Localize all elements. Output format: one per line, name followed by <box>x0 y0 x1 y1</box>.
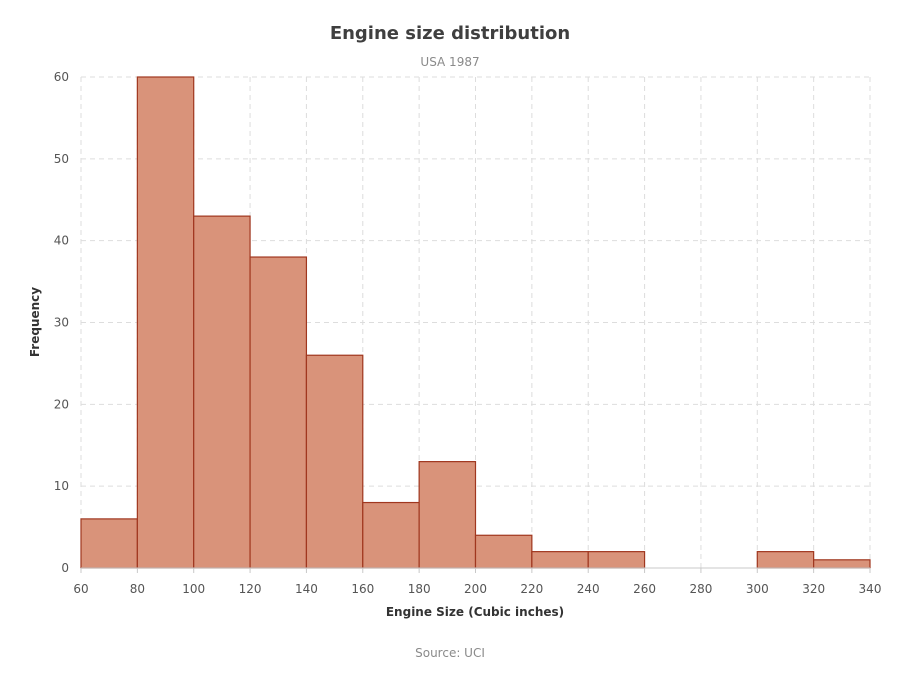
x-tick-label: 220 <box>520 582 543 596</box>
x-tick-label: 320 <box>802 582 825 596</box>
x-tick-label: 120 <box>239 582 262 596</box>
chart-subtitle: USA 1987 <box>420 55 479 69</box>
x-tick-label: 280 <box>689 582 712 596</box>
y-tick-label: 40 <box>54 234 69 248</box>
x-tick-label: 80 <box>130 582 145 596</box>
histogram-bar[interactable] <box>813 559 871 569</box>
y-tick-label: 50 <box>54 152 69 166</box>
x-tick-label: 100 <box>182 582 205 596</box>
x-tick-label: 160 <box>351 582 374 596</box>
x-axis-title: Engine Size (Cubic inches) <box>386 605 564 619</box>
y-tick-label: 20 <box>54 397 69 411</box>
histogram-bar[interactable] <box>305 354 364 569</box>
y-tick-label: 60 <box>54 70 69 84</box>
x-tick-label: 240 <box>577 582 600 596</box>
histogram-bar[interactable] <box>531 551 589 569</box>
x-tick-label: 180 <box>408 582 431 596</box>
y-axis-title: Frequency <box>28 287 42 357</box>
x-tick-label: 260 <box>633 582 656 596</box>
histogram-bar[interactable] <box>80 518 138 569</box>
bars-layer <box>80 76 871 569</box>
histogram-bar[interactable] <box>474 534 533 569</box>
x-tick-label: 200 <box>464 582 487 596</box>
histogram-bar[interactable] <box>587 551 646 569</box>
histogram-bar[interactable] <box>756 551 815 569</box>
x-tick-label: 300 <box>746 582 769 596</box>
chart-title: Engine size distribution <box>330 23 570 44</box>
chart-source: Source: UCI <box>415 646 485 660</box>
histogram-bar[interactable] <box>193 215 251 569</box>
x-tick-label: 140 <box>295 582 318 596</box>
histogram-bar[interactable] <box>362 501 420 569</box>
x-tick-label: 340 <box>859 582 882 596</box>
y-tick-label: 30 <box>54 316 69 330</box>
histogram-bar[interactable] <box>136 76 195 569</box>
histogram-bar[interactable] <box>249 256 308 569</box>
axis-layer: 0 10 20 30 40 50 60 60 80 100 120 140 160 180 200 220 24… <box>54 70 882 596</box>
histogram-bar[interactable] <box>418 461 477 569</box>
grid-layer <box>80 76 871 568</box>
x-tick-label: 60 <box>73 582 88 596</box>
y-tick-label: 10 <box>54 479 69 493</box>
y-tick-label: 0 <box>61 561 69 575</box>
